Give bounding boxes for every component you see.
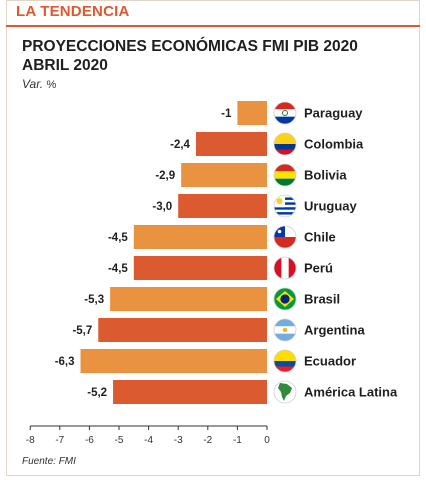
value-label: -5,2 <box>87 387 107 399</box>
flag-ring <box>273 380 297 404</box>
category-label: Argentina <box>304 323 365 338</box>
brasil-flag-icon <box>274 288 296 310</box>
chart-title: PROYECCIONES ECONÓMICAS FMI PIB 2020 ABR… <box>22 37 402 75</box>
uruguay-flag-icon <box>274 195 296 217</box>
section-title: LA TENDENCIA <box>16 3 130 20</box>
value-label: -1 <box>221 108 232 120</box>
value-label: -4,5 <box>108 232 128 244</box>
category-label: Paraguay <box>304 106 363 121</box>
paraguay-flag-icon <box>274 102 296 124</box>
bar <box>181 163 267 187</box>
bar <box>195 132 267 156</box>
category-label: Colombia <box>304 137 364 152</box>
flag-ring <box>273 349 297 373</box>
category-label: Perú <box>304 261 333 276</box>
x-tick-label: -1 <box>233 435 242 446</box>
category-label: Brasil <box>304 292 340 307</box>
flag-ring <box>273 287 297 311</box>
chart-title-line-1: PROYECCIONES ECONÓMICAS FMI PIB 2020 <box>22 38 358 55</box>
bolivia-flag-icon <box>274 164 296 186</box>
category-label: Uruguay <box>304 199 358 214</box>
x-tick-label: -7 <box>55 435 64 446</box>
value-label: -3,0 <box>152 201 172 213</box>
peru-flag-icon <box>274 257 296 279</box>
x-tick-label: -4 <box>144 435 153 446</box>
bar <box>98 318 267 342</box>
subtitle-unit: % <box>46 79 57 91</box>
flag-ring <box>273 256 297 280</box>
bar <box>133 256 267 280</box>
x-tick-label: -3 <box>174 435 183 446</box>
value-label: -5,7 <box>72 325 92 337</box>
value-label: -4,5 <box>108 263 128 275</box>
category-label: Ecuador <box>304 354 356 369</box>
subtitle-var: Var. <box>22 77 44 91</box>
ecuador-flag-icon <box>274 350 296 372</box>
bar <box>133 225 267 249</box>
chart-subtitle: Var. % <box>22 77 56 91</box>
x-tick-label: 0 <box>264 435 270 446</box>
bar <box>178 194 267 218</box>
header-band: LA TENDENCIA <box>6 0 420 25</box>
flag-ring <box>273 318 297 342</box>
latin-america-globe-icon <box>274 381 296 403</box>
value-label: -2,9 <box>155 170 175 182</box>
value-label: -6,3 <box>55 356 75 368</box>
value-label: -5,3 <box>84 294 104 306</box>
x-tick-label: -5 <box>115 435 124 446</box>
x-tick-label: -6 <box>85 435 94 446</box>
flag-ring <box>273 101 297 125</box>
flag-ring <box>273 194 297 218</box>
category-label: Bolivia <box>304 168 347 183</box>
bar <box>237 101 267 125</box>
argentina-flag-icon <box>274 319 296 341</box>
x-tick-label: -8 <box>26 435 35 446</box>
x-tick-label: -2 <box>203 435 212 446</box>
chile-flag-icon <box>274 226 296 248</box>
flag-ring <box>273 132 297 156</box>
flag-ring <box>273 163 297 187</box>
source-note: Fuente: FMI <box>22 456 76 467</box>
bar <box>113 380 267 404</box>
bar <box>110 287 268 311</box>
flag-ring <box>273 225 297 249</box>
bar <box>80 349 268 373</box>
category-label: Chile <box>304 230 336 245</box>
value-label: -2,4 <box>170 139 190 151</box>
category-label: América Latina <box>304 385 398 400</box>
colombia-flag-icon <box>274 133 296 155</box>
chart-title-line-2: ABRIL 2020 <box>22 57 108 74</box>
header-divider <box>6 25 420 27</box>
